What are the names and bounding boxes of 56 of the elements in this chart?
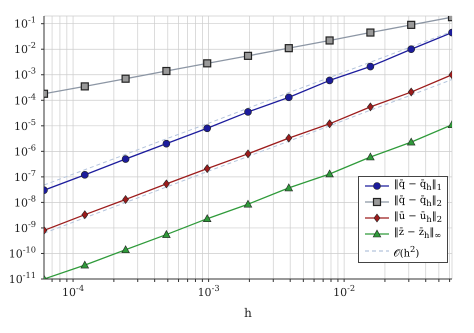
y-tick-label: 10$^{-8}$ [14, 193, 36, 210]
y-tick-label: 10$^{-10}$ [8, 244, 36, 260]
x-tick-label: 10$^{-4}$ [62, 283, 84, 299]
point [407, 45, 415, 54]
point [326, 36, 334, 45]
point [407, 138, 416, 146]
y-tick-label: 10$^{-6}$ [14, 142, 36, 158]
point [163, 180, 170, 188]
point [80, 260, 89, 268]
point [81, 171, 89, 179]
point [407, 20, 416, 29]
y-tick-label: 10$^{-11}$ [8, 270, 36, 286]
point [326, 119, 333, 128]
x-tick-label: 10$^{-3}$ [198, 283, 220, 299]
point [122, 74, 130, 83]
legend-label: 𝒪(h$^{2}$) [394, 242, 420, 261]
y-tick-label: 10$^{-2}$ [14, 40, 36, 56]
point [203, 124, 211, 132]
point [366, 28, 374, 37]
point [244, 52, 252, 60]
point [285, 94, 293, 102]
point [366, 62, 374, 70]
y-tick-label: 10$^{-9}$ [14, 218, 36, 235]
point [284, 184, 293, 192]
point [162, 230, 170, 238]
legend-label: ‖ū − ū$_{h}$‖$_{2}$ [394, 210, 442, 226]
point [244, 200, 252, 208]
y-tick-label: 10$^{-3}$ [14, 66, 36, 82]
point [284, 44, 293, 52]
point [244, 150, 252, 158]
point [162, 66, 170, 76]
y-tick-label: 10$^{-4}$ [14, 91, 36, 108]
legend-label: ‖z̄ − z̄$_{h}$‖$_{∞}$ [394, 226, 442, 242]
x-tick-label: 10$^{-2}$ [333, 283, 356, 299]
point [203, 214, 212, 222]
point [82, 210, 88, 219]
point [286, 134, 292, 142]
point [204, 164, 210, 173]
point [162, 140, 170, 148]
point [366, 152, 374, 160]
point [203, 59, 212, 68]
x-axis-title: h [244, 306, 252, 320]
point [80, 82, 89, 90]
y-tick-label: 10$^{-7}$ [14, 168, 36, 184]
point [122, 195, 129, 204]
legend-label: ‖q̄ − q̄$_{h}$‖$_{2}$ [394, 194, 442, 210]
y-tick-label: 10$^{-5}$ [14, 116, 36, 133]
point [326, 170, 334, 178]
point [122, 155, 130, 163]
y-tick-label: 10$^{-1}$ [14, 14, 36, 31]
point [122, 245, 130, 254]
point [244, 108, 252, 116]
legend-label: ‖q̄ − q̄$_{h}$‖$_{1}$ [394, 178, 442, 194]
point [367, 102, 374, 112]
point [326, 76, 334, 84]
point [408, 88, 414, 96]
